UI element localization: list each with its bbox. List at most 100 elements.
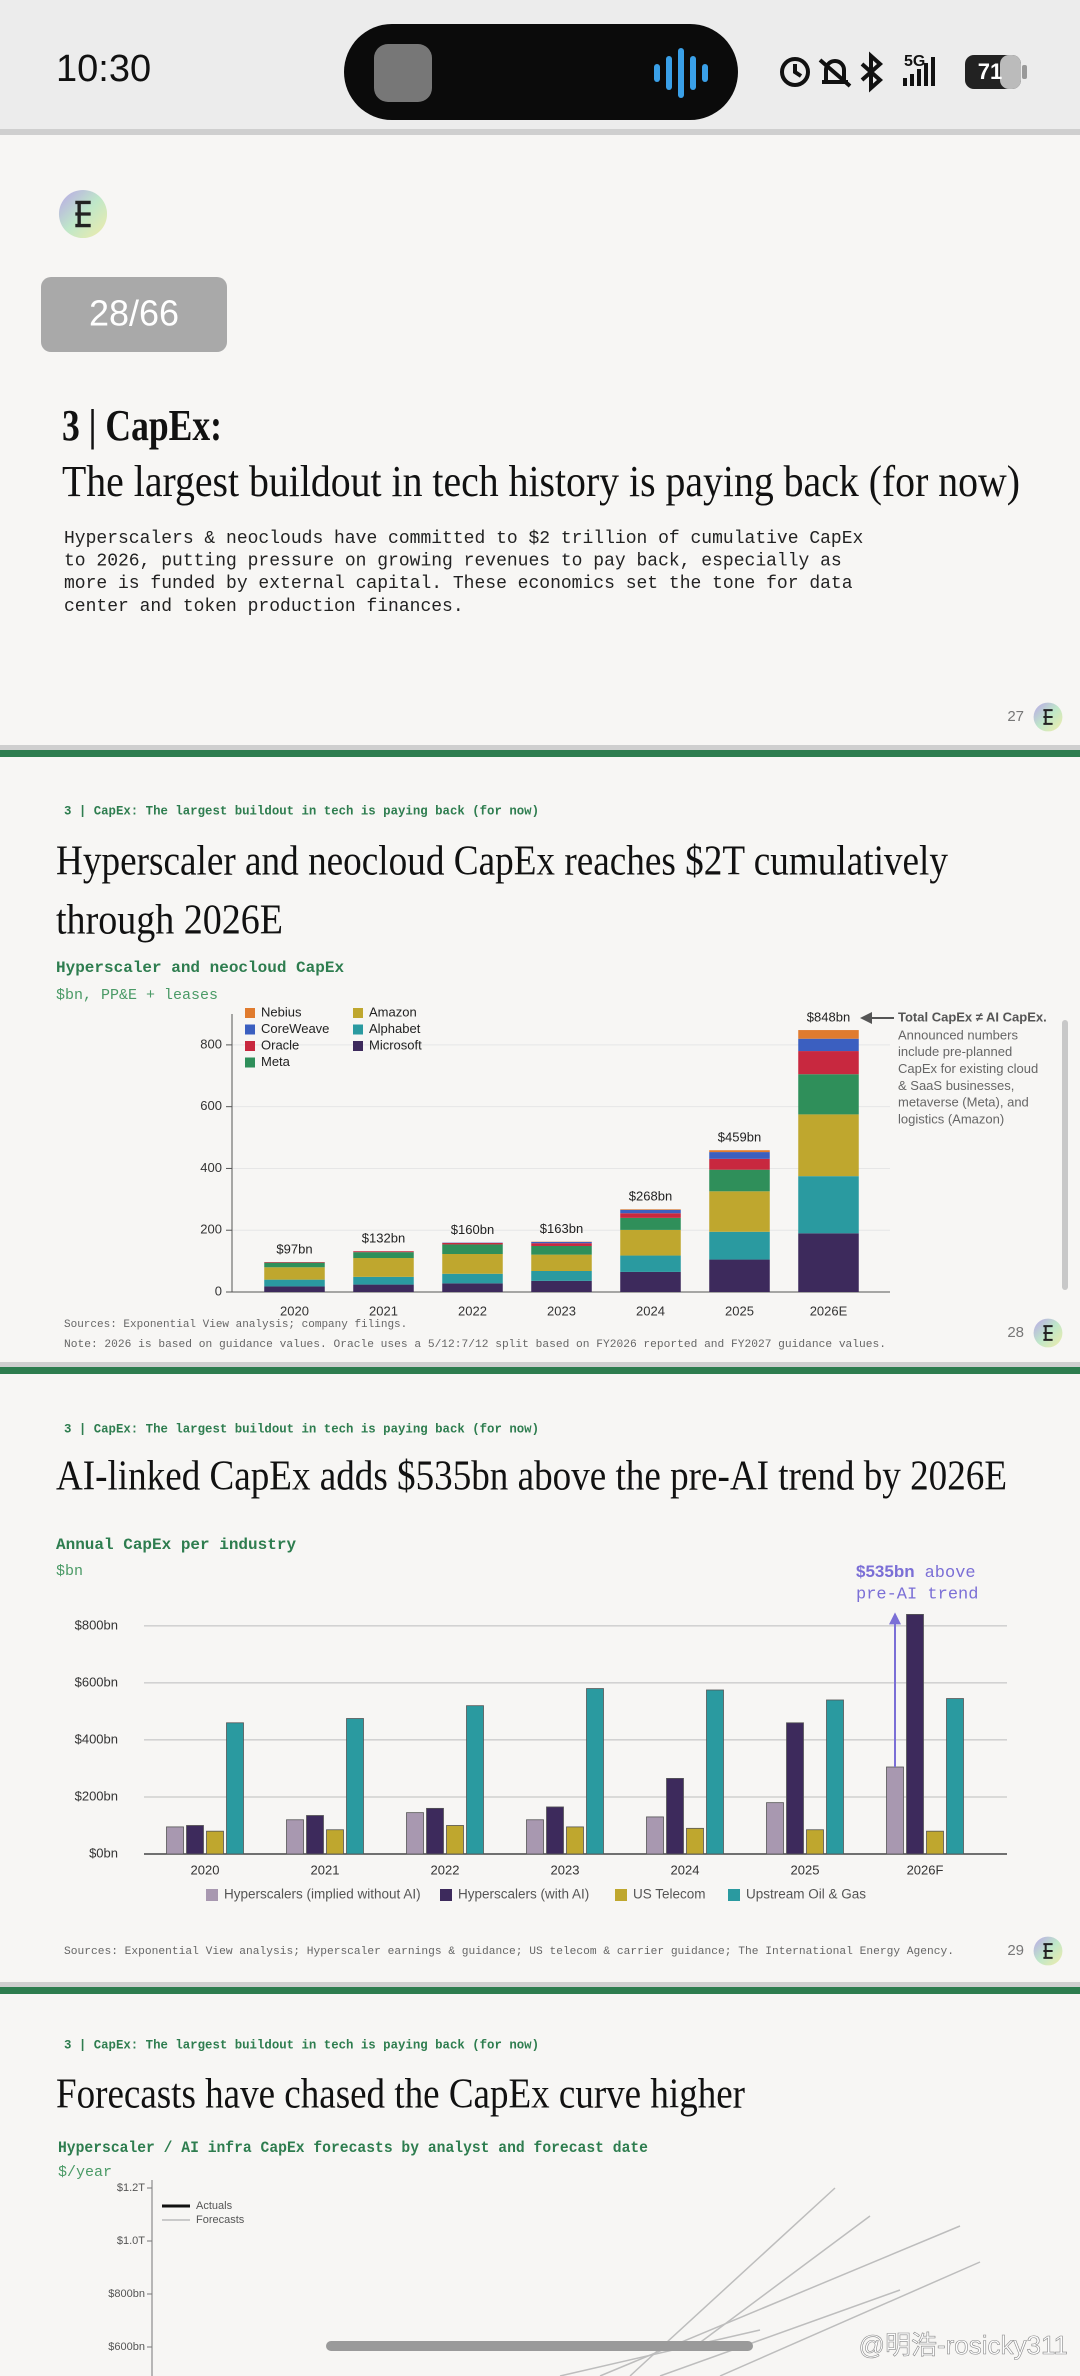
page-number: 27 <box>1007 708 1024 725</box>
chart-subtitle: $bn, PP&E + leases <box>56 987 218 1004</box>
page-number: 29 <box>1007 1942 1024 1959</box>
bar-segment <box>264 1286 325 1292</box>
bar <box>206 1830 224 1855</box>
app-thumbnail[interactable] <box>374 44 432 102</box>
divider <box>0 745 1080 750</box>
chart-title: Hyperscaler / AI infra CapEx forecasts b… <box>58 2139 648 2157</box>
body-text: Hyperscalers & neoclouds have committed … <box>64 529 863 617</box>
status-icons <box>780 51 884 93</box>
bar-segment <box>798 1233 859 1292</box>
annotation-title: Total CapEx ≠ AI CapEx. <box>898 1009 1047 1024</box>
bar-segment <box>798 1038 859 1052</box>
dynamic-island <box>344 24 738 120</box>
legend-swatch <box>440 1889 452 1901</box>
bar-segment <box>620 1217 681 1230</box>
bar-segment <box>531 1243 592 1246</box>
y-tick-label: 400 <box>200 1160 222 1175</box>
y-tick-label: $600bn <box>108 2341 145 2353</box>
bar <box>926 1830 944 1855</box>
bar-segment <box>620 1209 681 1210</box>
annotation-value: $535bn <box>856 1562 915 1581</box>
y-tick-label: $800bn <box>108 2288 145 2300</box>
sources: Sources: Exponential View analysis; comp… <box>64 1319 407 1331</box>
legend-swatch <box>206 1889 218 1901</box>
legend-swatch <box>353 1024 363 1035</box>
bar-segment <box>531 1280 592 1292</box>
annotation-line: metaverse (Meta), and <box>898 1095 1029 1110</box>
bar <box>706 1689 724 1855</box>
x-tick-label: 2025 <box>791 1862 820 1877</box>
kicker: 3 | CapEx: The largest buildout in tech … <box>64 804 539 818</box>
bar-segment <box>264 1262 325 1263</box>
legend-label: Forecasts <box>196 2214 245 2226</box>
bar-segment <box>620 1229 681 1256</box>
y-tick-label: $1.0T <box>117 2235 145 2247</box>
bar <box>186 1825 204 1855</box>
logo <box>58 189 108 239</box>
bar <box>806 1829 824 1855</box>
x-tick-label: 2023 <box>551 1862 580 1877</box>
note: Note: 2026 is based on guidance values. … <box>64 1339 886 1351</box>
y-tick-label: $800bn <box>75 1617 118 1632</box>
battery-tip <box>1022 65 1027 79</box>
bar <box>686 1827 704 1855</box>
page-number: 28 <box>1007 1324 1024 1341</box>
slide-title: Forecasts have chased the CapEx curve hi… <box>56 2072 745 2118</box>
slide-counter-box[interactable] <box>41 277 227 352</box>
bar <box>946 1698 964 1855</box>
annotation-line: CapEx for existing cloud <box>898 1061 1038 1076</box>
bar-segment <box>531 1245 592 1255</box>
legend-swatch <box>353 1008 363 1018</box>
bar <box>446 1825 464 1855</box>
legend-label: US Telecom <box>633 1887 706 1902</box>
bar-segment <box>531 1270 592 1281</box>
bar-segment <box>709 1150 770 1153</box>
kicker: 3 | CapEx: The largest buildout in tech … <box>64 2038 539 2052</box>
chart-title: Annual CapEx per industry <box>56 1536 296 1554</box>
status-time: 10:30 <box>56 48 151 90</box>
bar <box>666 1778 684 1855</box>
legend-swatch <box>353 1041 363 1051</box>
bar <box>306 1815 324 1855</box>
total-label: $459bn <box>718 1130 761 1145</box>
x-tick-label: 2026F <box>907 1862 944 1877</box>
bar <box>586 1688 604 1855</box>
bar-segment <box>264 1262 325 1268</box>
y-tick-label: 200 <box>200 1222 222 1237</box>
x-tick-label: 2020 <box>280 1303 309 1318</box>
body-line: center and token production finances. <box>64 597 464 617</box>
bar-segment <box>709 1231 770 1260</box>
kicker: 3 | CapEx: The largest buildout in tech … <box>64 1422 539 1436</box>
bar-segment <box>531 1254 592 1271</box>
x-tick-label: 2022 <box>431 1862 460 1877</box>
bar <box>406 1812 424 1855</box>
legend-swatch <box>245 1057 255 1068</box>
legend-swatch <box>245 1024 255 1035</box>
divider <box>0 750 1080 757</box>
bar-segment <box>798 1030 859 1039</box>
bar <box>226 1722 244 1855</box>
bar-segment <box>353 1251 414 1253</box>
total-label: $268bn <box>629 1189 672 1204</box>
bar-segment <box>620 1209 681 1214</box>
slide-title: The largest buildout in tech history is … <box>62 457 1020 506</box>
legend-label: Oracle <box>261 1037 299 1052</box>
battery-empty <box>1000 55 1021 89</box>
legend-label: Nebius <box>261 1004 302 1019</box>
chart-title: Hyperscaler and neocloud CapEx <box>56 959 344 977</box>
x-tick-label: 2024 <box>636 1303 665 1318</box>
x-tick-label: 2021 <box>311 1862 340 1877</box>
annotation-line: Announced numbers <box>898 1027 1018 1042</box>
divider <box>0 1362 1080 1367</box>
bar-segment <box>264 1267 325 1280</box>
total-label: $132bn <box>362 1231 405 1246</box>
legend-label: CoreWeave <box>261 1021 329 1036</box>
x-tick-label: 2020 <box>191 1862 220 1877</box>
home-indicator[interactable] <box>326 2341 753 2351</box>
y-tick-label: $0bn <box>89 1845 118 1860</box>
divider <box>0 129 1080 135</box>
bar <box>826 1699 844 1855</box>
y-tick-label: 600 <box>200 1098 222 1113</box>
scrollbar[interactable] <box>1062 1020 1068 1290</box>
battery-level: 71 <box>978 59 1002 84</box>
